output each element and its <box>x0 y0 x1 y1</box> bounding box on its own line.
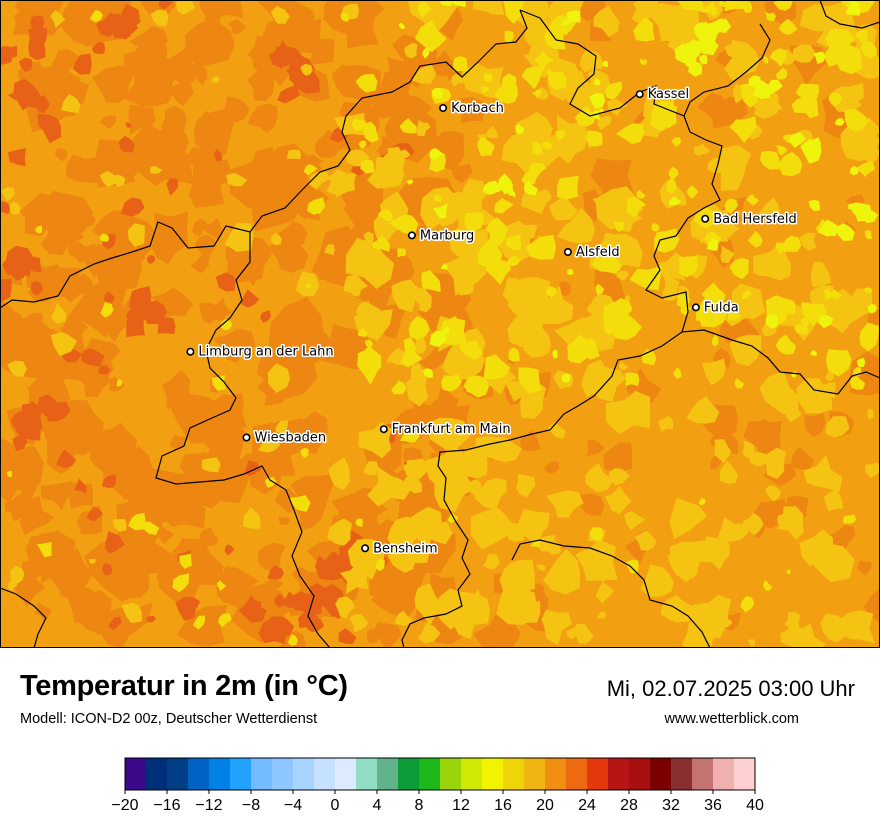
temperature-patch <box>30 15 44 29</box>
city-label: Bad Hersfeld <box>713 212 797 227</box>
temperature-patch <box>287 150 301 160</box>
legend-tick-label: 16 <box>494 797 512 814</box>
legend-swatch <box>146 758 167 790</box>
legend-tick-label: 28 <box>620 797 638 814</box>
legend-swatch <box>713 758 734 790</box>
city-marker[interactable]: Bad Hersfeld <box>702 212 797 227</box>
city-label: Kassel <box>648 87 689 102</box>
legend-tick-label: 0 <box>331 797 340 814</box>
legend-tick-label: 8 <box>415 797 424 814</box>
legend-swatch <box>524 758 545 790</box>
city-marker[interactable]: Frankfurt am Main <box>381 422 511 437</box>
city-dot <box>381 426 387 432</box>
legend-swatch <box>503 758 524 790</box>
legend-swatch <box>272 758 293 790</box>
legend-tick-label: 40 <box>746 797 764 814</box>
legend-swatch <box>692 758 713 790</box>
legend-tick-label: 24 <box>578 797 596 814</box>
legend-tick-label: −4 <box>284 797 302 814</box>
city-dot <box>637 91 643 97</box>
legend-swatch <box>209 758 230 790</box>
legend-tick-label: 32 <box>662 797 680 814</box>
city-dot <box>409 232 415 238</box>
legend-swatch <box>461 758 482 790</box>
legend-swatch <box>314 758 335 790</box>
legend-swatch <box>356 758 377 790</box>
chart-title: Temperatur in 2m (in °C) <box>20 670 348 703</box>
legend-swatch <box>650 758 671 790</box>
legend-swatch <box>566 758 587 790</box>
legend-swatch <box>398 758 419 790</box>
city-label: Bensheim <box>373 541 437 556</box>
city-label: Wiesbaden <box>255 431 327 446</box>
legend-swatch <box>293 758 314 790</box>
city-dot <box>243 434 249 440</box>
legend-swatch <box>671 758 692 790</box>
city-dot <box>187 349 193 355</box>
city-dot <box>440 105 446 111</box>
temperature-patch <box>126 318 145 338</box>
model-subtitle: Modell: ICON-D2 00z, Deutscher Wetterdie… <box>20 711 317 727</box>
legend-swatch <box>377 758 398 790</box>
city-label: Fulda <box>704 300 739 315</box>
legend-tick-label: −20 <box>111 797 138 814</box>
city-dot <box>702 216 708 222</box>
legend-swatch <box>335 758 356 790</box>
legend-swatch <box>482 758 503 790</box>
legend-tick-label: −16 <box>153 797 180 814</box>
legend-swatch <box>587 758 608 790</box>
city-marker[interactable]: Bensheim <box>362 541 438 556</box>
city-label: Alsfeld <box>576 245 620 260</box>
legend-tick-label: −8 <box>242 797 260 814</box>
legend-swatch <box>125 758 146 790</box>
city-marker[interactable]: Limburg an der Lahn <box>187 345 333 360</box>
temperature-patch <box>625 373 640 386</box>
legend-tick-label: 4 <box>373 797 382 814</box>
legend-tick-label: 36 <box>704 797 722 814</box>
city-dot <box>693 304 699 310</box>
temperature-patch <box>557 176 579 200</box>
forecast-datetime: Mi, 02.07.2025 03:00 Uhr <box>607 676 855 702</box>
temperature-patch <box>397 248 406 257</box>
city-label: Limburg an der Lahn <box>198 345 333 360</box>
city-marker[interactable]: Wiesbaden <box>243 431 326 446</box>
city-dot <box>565 249 571 255</box>
legend-swatch <box>167 758 188 790</box>
legend-tick-label: 12 <box>452 797 470 814</box>
legend-swatch <box>419 758 440 790</box>
legend-swatch <box>440 758 461 790</box>
color-legend: −20 −16 −12 −8 −4 0 4 8 12 16 20 24 28 32 36 40 <box>100 756 800 826</box>
legend-swatch <box>608 758 629 790</box>
legend-swatch <box>734 758 755 790</box>
temperature-patch <box>781 299 795 314</box>
website-link[interactable]: www.wetterblick.com <box>664 711 799 727</box>
legend-swatch <box>188 758 209 790</box>
legend-swatch <box>251 758 272 790</box>
legend-tick-label: 20 <box>536 797 554 814</box>
legend-swatch <box>230 758 251 790</box>
city-label: Frankfurt am Main <box>392 422 511 437</box>
city-label: Marburg <box>420 228 474 243</box>
temperature-map[interactable]: Kassel Korbach Bad Hersfeld Marburg Alsfeld F… <box>0 0 880 648</box>
city-dot <box>362 545 368 551</box>
temperature-patch <box>453 56 468 72</box>
city-label: Korbach <box>451 101 504 116</box>
legend-swatch <box>629 758 650 790</box>
legend-tick-label: −12 <box>195 797 222 814</box>
legend-swatch <box>545 758 566 790</box>
